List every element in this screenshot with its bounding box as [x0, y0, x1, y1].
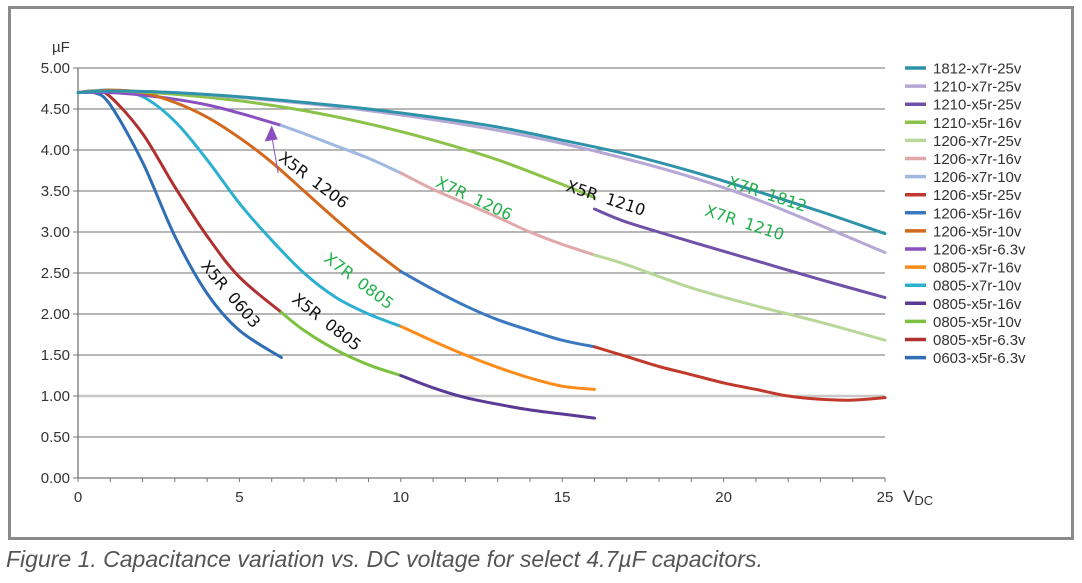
x-tick-label: 5 — [235, 489, 243, 506]
y-tick-label: 5.00 — [41, 60, 70, 77]
legend-label: 1206-x7r-10v — [933, 169, 1022, 186]
legend-label: 1206-x7r-25v — [933, 133, 1022, 150]
legend: 1812-x7r-25v1210-x7r-25v1210-x5r-25v1210… — [905, 61, 1026, 367]
legend-label: 1812-x7r-25v — [933, 61, 1022, 78]
legend-item: 1206-x5r-16v — [905, 205, 1022, 222]
x-axis-label-sub: DC — [914, 493, 933, 508]
x-tick-label: 10 — [392, 489, 409, 506]
y-tick-label: 4.00 — [41, 142, 70, 159]
legend-label: 0805-x5r-16v — [933, 296, 1022, 313]
series-lines — [76, 88, 887, 420]
annotation-label: X7R 1812 — [725, 172, 809, 215]
y-tick-label: 1.50 — [41, 347, 70, 364]
series-line-1206-x7r-10v — [279, 123, 403, 175]
y-axis-label: µF — [52, 39, 70, 56]
series-line-1206-x7r-16v — [399, 171, 596, 257]
legend-label: 0805-x5r-10v — [933, 314, 1022, 331]
legend-item: 0805-x7r-16v — [905, 260, 1022, 277]
legend-label: 0805-x5r-6.3v — [933, 332, 1026, 349]
legend-item: 1210-x7r-25v — [905, 79, 1022, 96]
x-axis-label: VDC — [903, 487, 933, 508]
legend-item: 1206-x5r-6.3v — [905, 242, 1026, 259]
y-tick-label: 3.00 — [41, 224, 70, 241]
legend-item: 1210-x5r-16v — [905, 115, 1022, 132]
legend-item: 1206-x7r-16v — [905, 151, 1022, 168]
series-line-1206-x5r-25v — [593, 345, 887, 402]
axes: µF VDC 0.00 0.50 1.00 1.50 2.00 2.50 3.00 3.50 4… — [41, 39, 933, 508]
legend-item: 1812-x7r-25v — [905, 61, 1022, 78]
legend-label: 1206-x5r-6.3v — [933, 242, 1026, 259]
legend-item: 1206-x7r-10v — [905, 169, 1022, 186]
series-line-1812-x7r-25v — [76, 89, 887, 236]
legend-item: 1206-x5r-25v — [905, 187, 1022, 204]
legend-item: 0805-x5r-6.3v — [905, 332, 1026, 349]
annotation-arrow-head — [264, 125, 278, 142]
x-tick-label: 15 — [554, 489, 571, 506]
legend-label: 1206-x5r-16v — [933, 205, 1022, 222]
legend-label: 1210-x5r-25v — [933, 97, 1022, 114]
series-line-0805-x5r-10v — [279, 310, 403, 377]
y-tick-label: 1.00 — [41, 388, 70, 405]
legend-label: 0805-x7r-10v — [933, 278, 1022, 295]
series-line-0805-x5r-16v — [399, 374, 596, 420]
legend-label: 1206-x5r-25v — [933, 187, 1022, 204]
legend-item: 0805-x7r-10v — [905, 278, 1022, 295]
series-line-1206-x5r-16v — [399, 269, 596, 349]
legend-label: 1210-x5r-16v — [933, 115, 1022, 132]
legend-item: 0805-x5r-16v — [905, 296, 1022, 313]
y-tick-label: 0.50 — [41, 429, 70, 446]
legend-label: 1206-x5r-10v — [933, 223, 1022, 240]
y-tick-label: 3.50 — [41, 183, 70, 200]
series-line-1210-x5r-25v — [593, 207, 887, 300]
annotation-arrow-line — [271, 135, 279, 174]
series-line-0805-x5r-6-3v — [76, 89, 283, 314]
x-tick-label: 0 — [74, 489, 82, 506]
figure-caption: Figure 1. Capacitance variation vs. DC v… — [6, 546, 763, 572]
legend-item: 0603-x5r-6.3v — [905, 350, 1026, 367]
y-tick-label: 4.50 — [41, 101, 70, 118]
series-line-1206-x5r-10v — [76, 88, 403, 273]
x-tick-label: 25 — [877, 489, 894, 506]
legend-item: 1206-x5r-10v — [905, 223, 1022, 240]
annotation-label: X7R 1206 — [433, 172, 515, 224]
series-line-1206-x7r-25v — [593, 253, 887, 342]
y-tick-label: 2.00 — [41, 306, 70, 323]
legend-item: 1210-x5r-25v — [905, 97, 1022, 114]
legend-label: 1210-x7r-25v — [933, 79, 1022, 96]
legend-item: 0805-x5r-10v — [905, 314, 1022, 331]
annotation-label: X5R 1206 — [275, 148, 352, 213]
legend-item: 1206-x7r-25v — [905, 133, 1022, 150]
x-axis-label-main: V — [903, 487, 915, 506]
y-tick-label: 2.50 — [41, 265, 70, 282]
legend-label: 0805-x7r-16v — [933, 260, 1022, 277]
grid — [78, 67, 885, 438]
series-line-0805-x7r-16v — [399, 324, 596, 391]
legend-label: 1206-x7r-16v — [933, 151, 1022, 168]
series-line-1206-x5r-6-3v — [76, 90, 283, 127]
y-tick-label: 0.00 — [41, 470, 70, 487]
x-tick-label: 20 — [715, 489, 732, 506]
legend-label: 0603-x5r-6.3v — [933, 350, 1026, 367]
